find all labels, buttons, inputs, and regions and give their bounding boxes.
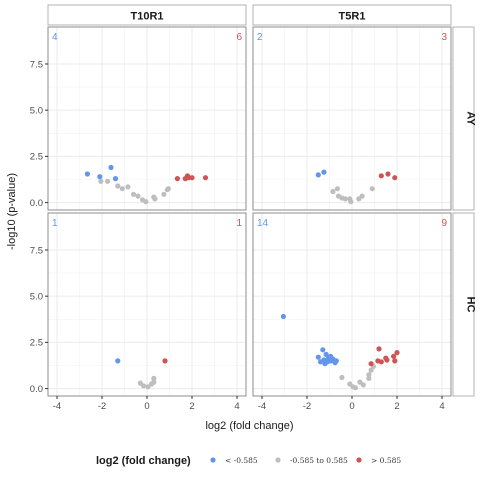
panel-border — [47, 26, 247, 211]
data-point-up — [174, 176, 180, 182]
x-tick-label: -4 — [258, 401, 266, 412]
data-point-neutral — [165, 186, 171, 192]
data-point-neutral — [369, 186, 375, 192]
facet-strip-row — [452, 212, 475, 397]
y-tick-label: 7.5 — [30, 59, 43, 70]
data-point-down — [84, 171, 90, 177]
y-tick-label: 0.0 — [30, 198, 43, 209]
data-point-neutral — [151, 375, 157, 381]
data-point-neutral — [143, 199, 149, 205]
data-point-down — [280, 313, 286, 320]
data-point-down — [112, 176, 119, 182]
facet-strip-col — [47, 4, 247, 26]
facet-row-label: HC — [465, 297, 477, 313]
data-point-down — [321, 169, 327, 175]
data-point-neutral — [152, 196, 158, 202]
legend-key — [210, 457, 216, 463]
data-point-up — [368, 361, 374, 367]
x-tick-label: 4 — [234, 401, 239, 412]
facet-row-label: AY — [465, 111, 477, 126]
legend-label: > 0.585 — [371, 456, 401, 465]
data-point-neutral — [352, 385, 358, 391]
data-point-up — [162, 358, 168, 364]
count-up-label: 9 — [441, 218, 447, 229]
data-point-neutral — [125, 184, 131, 190]
data-point-down — [315, 172, 321, 178]
x-axis-title: log2 (fold change) — [205, 420, 293, 432]
legend-key — [356, 457, 362, 463]
data-point-neutral — [360, 382, 366, 388]
data-point-down — [322, 361, 328, 367]
data-point-neutral — [98, 178, 104, 184]
count-up-label: 6 — [236, 32, 242, 43]
x-tick-label: 2 — [189, 401, 194, 412]
x-tick-label: 0 — [349, 401, 354, 412]
x-tick-label: 2 — [394, 401, 399, 412]
x-tick-label: -2 — [98, 401, 106, 412]
data-point-neutral — [161, 191, 167, 197]
data-point-neutral — [115, 183, 121, 189]
count-down-label: 14 — [257, 218, 269, 229]
facet-col-label: T10R1 — [130, 11, 163, 23]
data-point-up — [376, 346, 382, 352]
y-tick-label: 2.5 — [30, 338, 43, 349]
y-tick-label: 0.0 — [30, 384, 43, 395]
data-point-up — [189, 175, 195, 181]
data-point-down — [115, 358, 121, 364]
data-point-neutral — [342, 196, 348, 202]
data-point-neutral — [359, 193, 365, 199]
data-point-neutral — [151, 379, 157, 385]
data-point-up — [392, 358, 398, 364]
legend-label: < -0.585 — [225, 456, 258, 465]
x-tick-label: -4 — [53, 401, 61, 412]
y-tick-label: 5.0 — [30, 291, 43, 302]
data-point-neutral — [334, 186, 340, 192]
data-point-neutral — [366, 372, 372, 378]
data-point-up — [385, 171, 391, 177]
legend-key — [275, 457, 281, 463]
count-down-label: 1 — [52, 218, 58, 229]
data-point-up — [391, 353, 397, 359]
data-point-neutral — [339, 374, 345, 381]
panel-border — [252, 26, 452, 211]
data-point-neutral — [348, 199, 354, 205]
y-axis-title: -log10 (p-value) — [6, 173, 18, 250]
data-point-down — [315, 354, 321, 360]
x-tick-label: -2 — [303, 401, 311, 412]
data-point-down — [97, 174, 103, 180]
data-point-up — [202, 175, 209, 181]
data-point-down — [320, 347, 326, 353]
data-point-neutral — [330, 188, 336, 195]
count-down-label: 2 — [257, 32, 263, 43]
data-point-neutral — [119, 186, 125, 192]
legend-label: -0.585 to 0.585 — [290, 456, 348, 465]
facet-col-label: T5R1 — [339, 11, 366, 23]
y-tick-label: 2.5 — [30, 152, 43, 163]
count-up-label: 1 — [236, 218, 242, 229]
x-tick-label: 0 — [144, 401, 149, 412]
y-tick-label: 5.0 — [30, 105, 43, 116]
data-point-neutral — [141, 383, 147, 389]
data-point-down — [333, 358, 339, 364]
data-point-neutral — [105, 178, 111, 184]
data-point-neutral — [135, 193, 141, 199]
data-point-neutral — [130, 191, 137, 197]
count-down-label: 4 — [52, 32, 58, 43]
facet-strip-row — [452, 26, 475, 211]
data-point-up — [384, 357, 390, 363]
facet-strip-col — [252, 4, 452, 26]
data-point-down — [108, 164, 114, 171]
y-tick-label: 7.5 — [30, 245, 43, 256]
data-point-up — [392, 175, 398, 181]
legend-title: log2 (fold change) — [96, 455, 191, 467]
count-up-label: 3 — [441, 32, 447, 43]
x-tick-label: 4 — [439, 401, 444, 412]
data-point-up — [378, 173, 384, 179]
data-point-neutral — [366, 375, 372, 381]
data-point-up — [378, 359, 384, 365]
data-point-up — [394, 350, 400, 356]
